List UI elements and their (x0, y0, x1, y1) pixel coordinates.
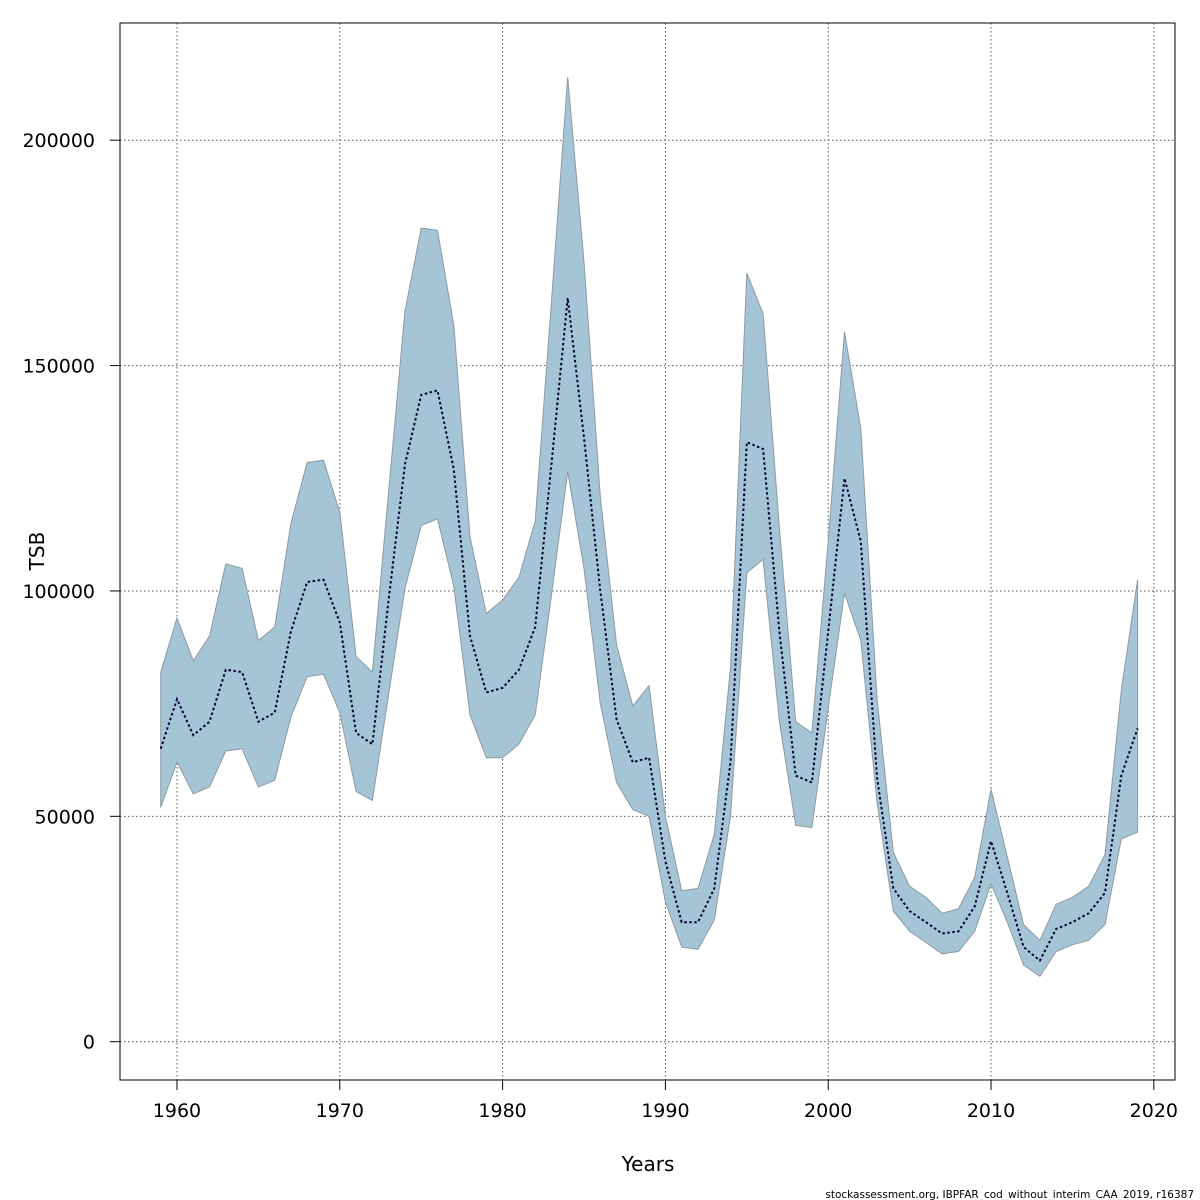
x-tick-label: 1970 (316, 1100, 364, 1122)
y-axis-title: TSB (25, 532, 49, 572)
confidence-band-area (160, 77, 1139, 978)
y-tick-label: 50000 (35, 806, 95, 828)
estimate-series-line (159, 297, 1139, 963)
x-tick-label: 2000 (804, 1100, 852, 1122)
x-tick-label: 1990 (641, 1100, 689, 1122)
x-tick-label: 1960 (153, 1100, 201, 1122)
y-axis: 0 50000 100000 150000 200000 (22, 130, 121, 1054)
confidence-band (160, 77, 1139, 978)
y-tick-label: 0 (83, 1032, 95, 1054)
x-axis: 1960 1970 1980 1990 2000 2010 2020 (153, 1079, 1178, 1122)
x-tick-label: 2010 (967, 1100, 1015, 1122)
estimate-line (159, 297, 1139, 963)
y-tick-label: 150000 (22, 356, 95, 378)
x-axis-title: Years (621, 1152, 675, 1176)
y-tick-label: 200000 (22, 130, 95, 152)
source-note: stockassessment.org, IBPFAR_cod_without_… (825, 1189, 1194, 1200)
x-tick-label: 2020 (1130, 1100, 1178, 1122)
x-tick-label: 1980 (478, 1100, 526, 1122)
y-tick-label: 100000 (22, 581, 95, 603)
